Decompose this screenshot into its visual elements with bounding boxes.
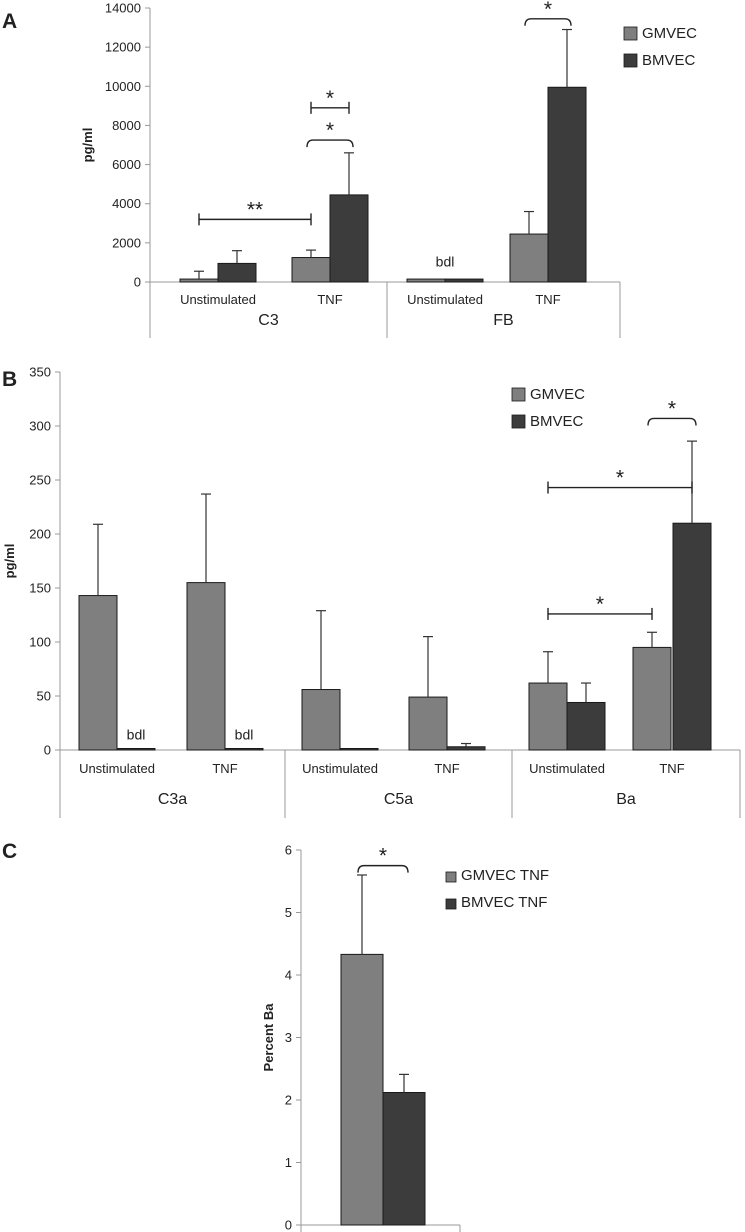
bar-bmvec xyxy=(224,748,264,751)
y-tick-label: 4000 xyxy=(112,196,141,211)
y-tick-label: 4 xyxy=(285,968,292,983)
chart-panel-c: C 0 1 2 3 4 5 6 Percent Ba * GMVEC TNF BMVEC TNF xyxy=(2,840,549,1232)
group-label: C3a xyxy=(158,791,187,808)
y-tick-label: 250 xyxy=(29,473,51,488)
bar-gmvec xyxy=(406,278,446,283)
y-tick-label: 300 xyxy=(29,419,51,434)
y-tick-label: 8000 xyxy=(112,118,141,133)
bar-bmvec xyxy=(217,262,257,283)
bar-bmvec xyxy=(116,748,156,751)
bar-bmvec xyxy=(339,748,379,751)
significance-marker: * xyxy=(379,845,387,868)
bar-gmvec xyxy=(186,582,226,751)
y-tick-label: 150 xyxy=(29,581,51,596)
bar-bmvec xyxy=(446,746,486,751)
legend-swatch xyxy=(511,414,526,429)
significance-bracket xyxy=(524,18,572,26)
bar-bmvec-tnf xyxy=(382,1092,426,1226)
y-tick-label: 6 xyxy=(285,843,292,858)
bar-bmvec xyxy=(547,86,587,283)
y-tick-label: 12000 xyxy=(105,40,141,55)
bar-bmvec xyxy=(566,701,606,751)
legend-label: BMVEC xyxy=(642,52,696,69)
bar-gmvec xyxy=(528,682,568,751)
bdl-label: bdl xyxy=(436,253,455,269)
legend-label: BMVEC xyxy=(530,413,584,430)
bdl-label: bdl xyxy=(235,727,254,743)
bar-gmvec xyxy=(78,595,118,751)
y-tick-label: 0 xyxy=(44,743,51,758)
category-label: TNF xyxy=(659,761,684,776)
bdl-label: bdl xyxy=(127,727,146,743)
group-label: FB xyxy=(493,312,513,329)
category-label: TNF xyxy=(212,761,237,776)
category-label: Unstimulated xyxy=(529,761,605,776)
significance-marker: * xyxy=(544,0,552,21)
significance-marker: * xyxy=(616,467,624,490)
y-tick-label: 2000 xyxy=(112,235,141,250)
legend-label: GMVEC xyxy=(642,25,697,42)
significance-marker: * xyxy=(326,119,334,142)
legend-label: GMVEC TNF xyxy=(461,867,549,884)
category-label: Unstimulated xyxy=(407,292,483,307)
y-axis-title: pg/ml xyxy=(2,544,17,579)
category-label: Unstimulated xyxy=(79,761,155,776)
panel-letter-c: C xyxy=(2,840,17,863)
y-tick-label: 50 xyxy=(37,689,51,704)
legend-swatch xyxy=(445,871,457,883)
panel-letter-a: A xyxy=(2,10,17,33)
chart-panel-b: B 0 50 100 150 200 250 300 350 pg/ml Unstimulated T… xyxy=(2,365,741,818)
category-label: TNF xyxy=(434,761,459,776)
group-label: C3 xyxy=(258,312,279,329)
y-tick-label: 5 xyxy=(285,905,292,920)
bar-gmvec xyxy=(509,233,549,283)
bar-gmvec-tnf xyxy=(340,953,384,1226)
y-tick-label: 10000 xyxy=(105,79,141,94)
y-tick-label: 0 xyxy=(134,275,141,290)
bar-gmvec xyxy=(632,646,672,751)
y-tick-label: 0 xyxy=(285,1218,292,1232)
legend-swatch xyxy=(511,387,526,402)
legend-swatch xyxy=(623,53,638,68)
bar-bmvec xyxy=(329,194,369,283)
significance-bracket xyxy=(647,417,697,426)
significance-marker: * xyxy=(596,593,604,616)
y-tick-label: 3 xyxy=(285,1030,292,1045)
legend-swatch xyxy=(623,26,638,41)
y-axis-title: pg/ml xyxy=(80,128,95,163)
category-label: Unstimulated xyxy=(180,292,256,307)
group-label: C5a xyxy=(384,791,413,808)
significance-bracket xyxy=(357,864,409,873)
bar-gmvec xyxy=(408,696,448,751)
bar-gmvec xyxy=(291,257,331,283)
group-label: Ba xyxy=(616,791,636,808)
y-tick-label: 1 xyxy=(285,1155,292,1170)
significance-marker: * xyxy=(326,87,334,110)
chart-panel-a: A 0 2000 4000 6000 8000 10000 12000 14000 pg/ml Un… xyxy=(2,0,697,338)
legend-label: GMVEC xyxy=(530,386,585,403)
significance-marker: ** xyxy=(247,198,263,221)
legend-swatch xyxy=(445,898,457,910)
category-label: TNF xyxy=(317,292,342,307)
panel-letter-b: B xyxy=(2,368,17,391)
y-tick-label: 100 xyxy=(29,635,51,650)
bar-gmvec xyxy=(179,278,219,283)
significance-bracket xyxy=(306,139,354,148)
significance-marker: * xyxy=(668,397,676,420)
category-label: TNF xyxy=(535,292,560,307)
y-tick-label: 6000 xyxy=(112,157,141,172)
y-tick-label: 14000 xyxy=(105,1,141,16)
bar-bmvec xyxy=(444,278,484,283)
y-tick-label: 2 xyxy=(285,1093,292,1108)
y-tick-label: 350 xyxy=(29,365,51,380)
bar-gmvec xyxy=(301,689,341,751)
category-label: Unstimulated xyxy=(302,761,378,776)
y-axis-title: Percent Ba xyxy=(261,1003,276,1072)
bar-bmvec xyxy=(672,522,712,751)
y-tick-label: 200 xyxy=(29,527,51,542)
legend-label: BMVEC TNF xyxy=(461,894,547,911)
